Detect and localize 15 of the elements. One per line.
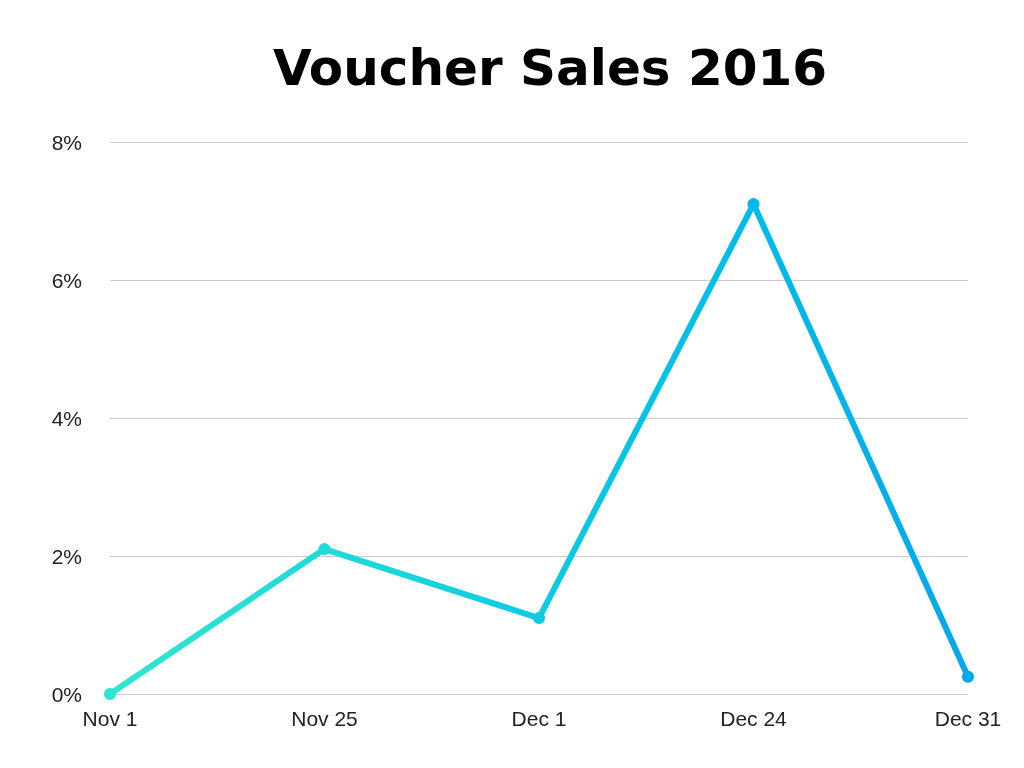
point: [318, 543, 331, 556]
x-tick-label: Dec 24: [720, 707, 788, 730]
chart-title: Voucher Sales 2016: [272, 39, 828, 97]
y-tick-label: 0%: [51, 682, 82, 706]
x-tick-label: Dec 31: [934, 707, 1002, 730]
y-tick-label: 2%: [51, 544, 82, 568]
y-tick-label: 6%: [51, 268, 82, 292]
point: [104, 688, 116, 700]
y-tick-label: 8%: [51, 130, 82, 154]
x-tick-label: Nov 1: [82, 707, 138, 730]
x-tick-label: Nov 25: [291, 707, 358, 730]
y-tick-label: 4%: [51, 406, 82, 430]
point: [533, 612, 545, 625]
point: [962, 670, 974, 683]
x-tick-label: Dec 1: [511, 707, 567, 730]
